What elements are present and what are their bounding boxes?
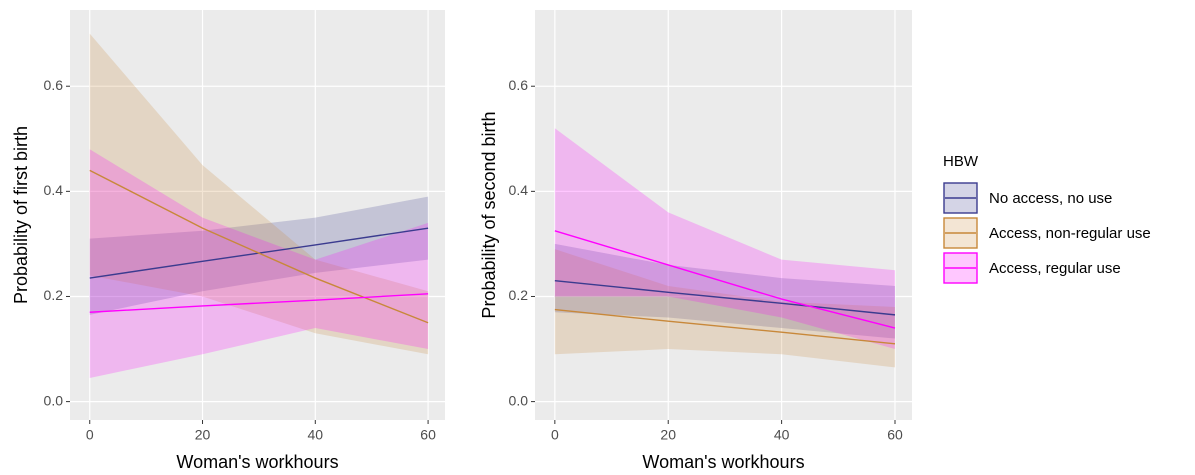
x-tick-label: 0 <box>551 427 559 443</box>
y-tick-label: 0.4 <box>44 182 64 198</box>
legend-title: HBW <box>943 153 979 170</box>
legend-label: No access, no use <box>989 190 1112 207</box>
confidence-ribbon <box>554 128 895 350</box>
series-line <box>554 308 896 345</box>
confidence-ribbon <box>89 149 429 378</box>
y-tick-label: 0.2 <box>44 287 64 303</box>
x-tick-label: 40 <box>774 427 790 443</box>
confidence-ribbon <box>89 196 429 315</box>
y-tick-label: 0.2 <box>509 287 529 303</box>
y-axis-title: Probability of first birth <box>11 126 31 304</box>
confidence-ribbon <box>89 33 429 355</box>
y-tick-label: 0.4 <box>509 182 529 198</box>
x-axis-title: Woman's workhours <box>642 452 804 472</box>
confidence-ribbon <box>554 243 895 339</box>
series-line <box>89 169 429 324</box>
y-tick-label: 0.6 <box>509 77 529 93</box>
x-tick-label: 0 <box>86 427 94 443</box>
x-tick-label: 20 <box>660 427 676 443</box>
y-axis-title: Probability of second birth <box>479 111 499 318</box>
series-line <box>554 230 896 329</box>
x-tick-label: 60 <box>420 427 436 443</box>
y-tick-label: 0.6 <box>44 77 64 93</box>
x-tick-label: 20 <box>195 427 211 443</box>
legend-label: Access, regular use <box>989 260 1121 277</box>
series-line <box>554 280 896 316</box>
series-line <box>89 293 429 313</box>
x-tick-label: 60 <box>887 427 903 443</box>
plot-panel <box>535 10 912 420</box>
x-axis-title: Woman's workhours <box>176 452 338 472</box>
x-tick-label: 40 <box>308 427 324 443</box>
plot-panel <box>70 10 445 420</box>
y-tick-label: 0.0 <box>44 392 64 408</box>
y-tick-label: 0.0 <box>509 392 529 408</box>
legend-label: Access, non-regular use <box>989 225 1151 242</box>
confidence-ribbon <box>554 249 895 368</box>
